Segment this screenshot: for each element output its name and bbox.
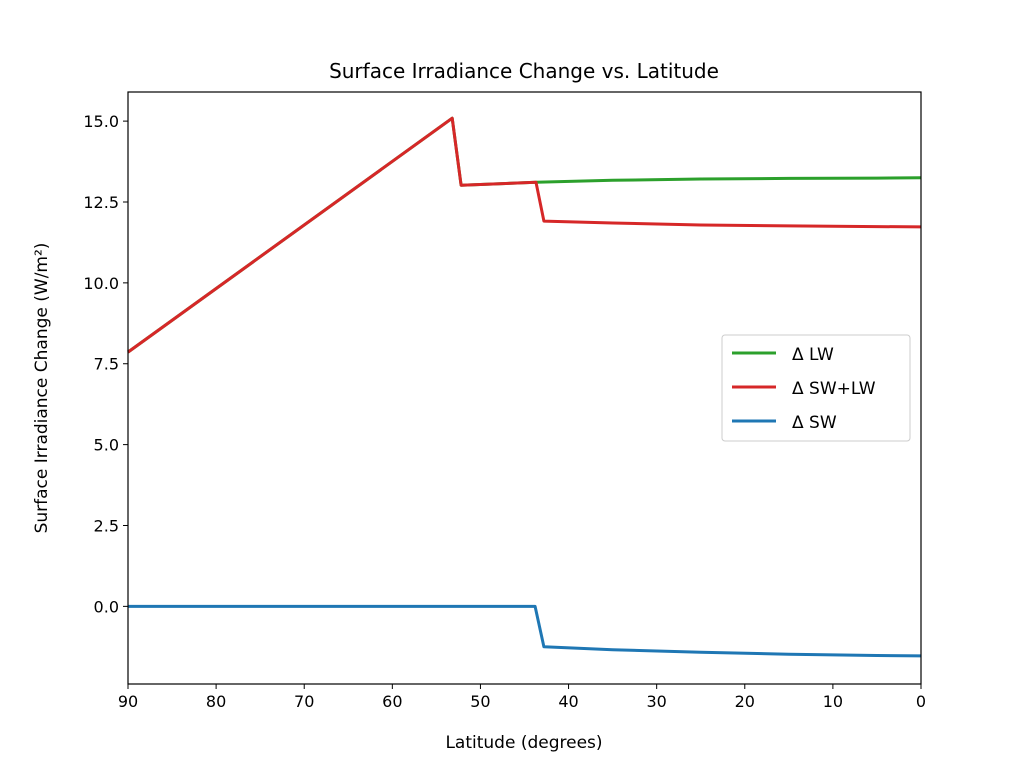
y-tick-label: 12.5 xyxy=(83,193,119,212)
x-tick-label: 10 xyxy=(823,692,843,711)
legend-box xyxy=(721,334,911,442)
x-tick-label: 90 xyxy=(118,692,138,711)
y-tick-label: 5.0 xyxy=(94,436,119,455)
y-tick-label: 0.0 xyxy=(94,597,119,616)
chart-title: Surface Irradiance Change vs. Latitude xyxy=(329,59,719,83)
legend-label: Δ SW+LW xyxy=(792,379,876,399)
series-line-2 xyxy=(128,604,922,658)
series-line-1 xyxy=(127,116,922,354)
x-axis-label: Latitude (degrees) xyxy=(445,733,602,753)
x-tick-label: 20 xyxy=(735,692,755,711)
x-tick-label: 50 xyxy=(470,692,490,711)
x-tick-label: 30 xyxy=(646,692,666,711)
x-tick-label: 60 xyxy=(382,692,402,711)
x-tick-label: 70 xyxy=(294,692,314,711)
y-tick-label: 2.5 xyxy=(94,516,119,535)
y-tick-label: 7.5 xyxy=(94,355,119,374)
legend: Δ LW Δ SW+LW Δ SW xyxy=(721,334,911,442)
plot-frame xyxy=(127,91,922,685)
x-tick-label: 80 xyxy=(206,692,226,711)
x-tick-label: 0 xyxy=(916,692,926,711)
y-axis-label: Surface Irradiance Change (W/m²) xyxy=(32,243,52,534)
y-tick-label: 10.0 xyxy=(83,274,119,293)
legend-label: Δ SW xyxy=(792,413,837,433)
y-tick-label: 15.0 xyxy=(83,112,119,131)
series-line-0 xyxy=(127,116,922,354)
legend-label: Δ LW xyxy=(792,345,834,365)
x-tick-label: 40 xyxy=(558,692,578,711)
